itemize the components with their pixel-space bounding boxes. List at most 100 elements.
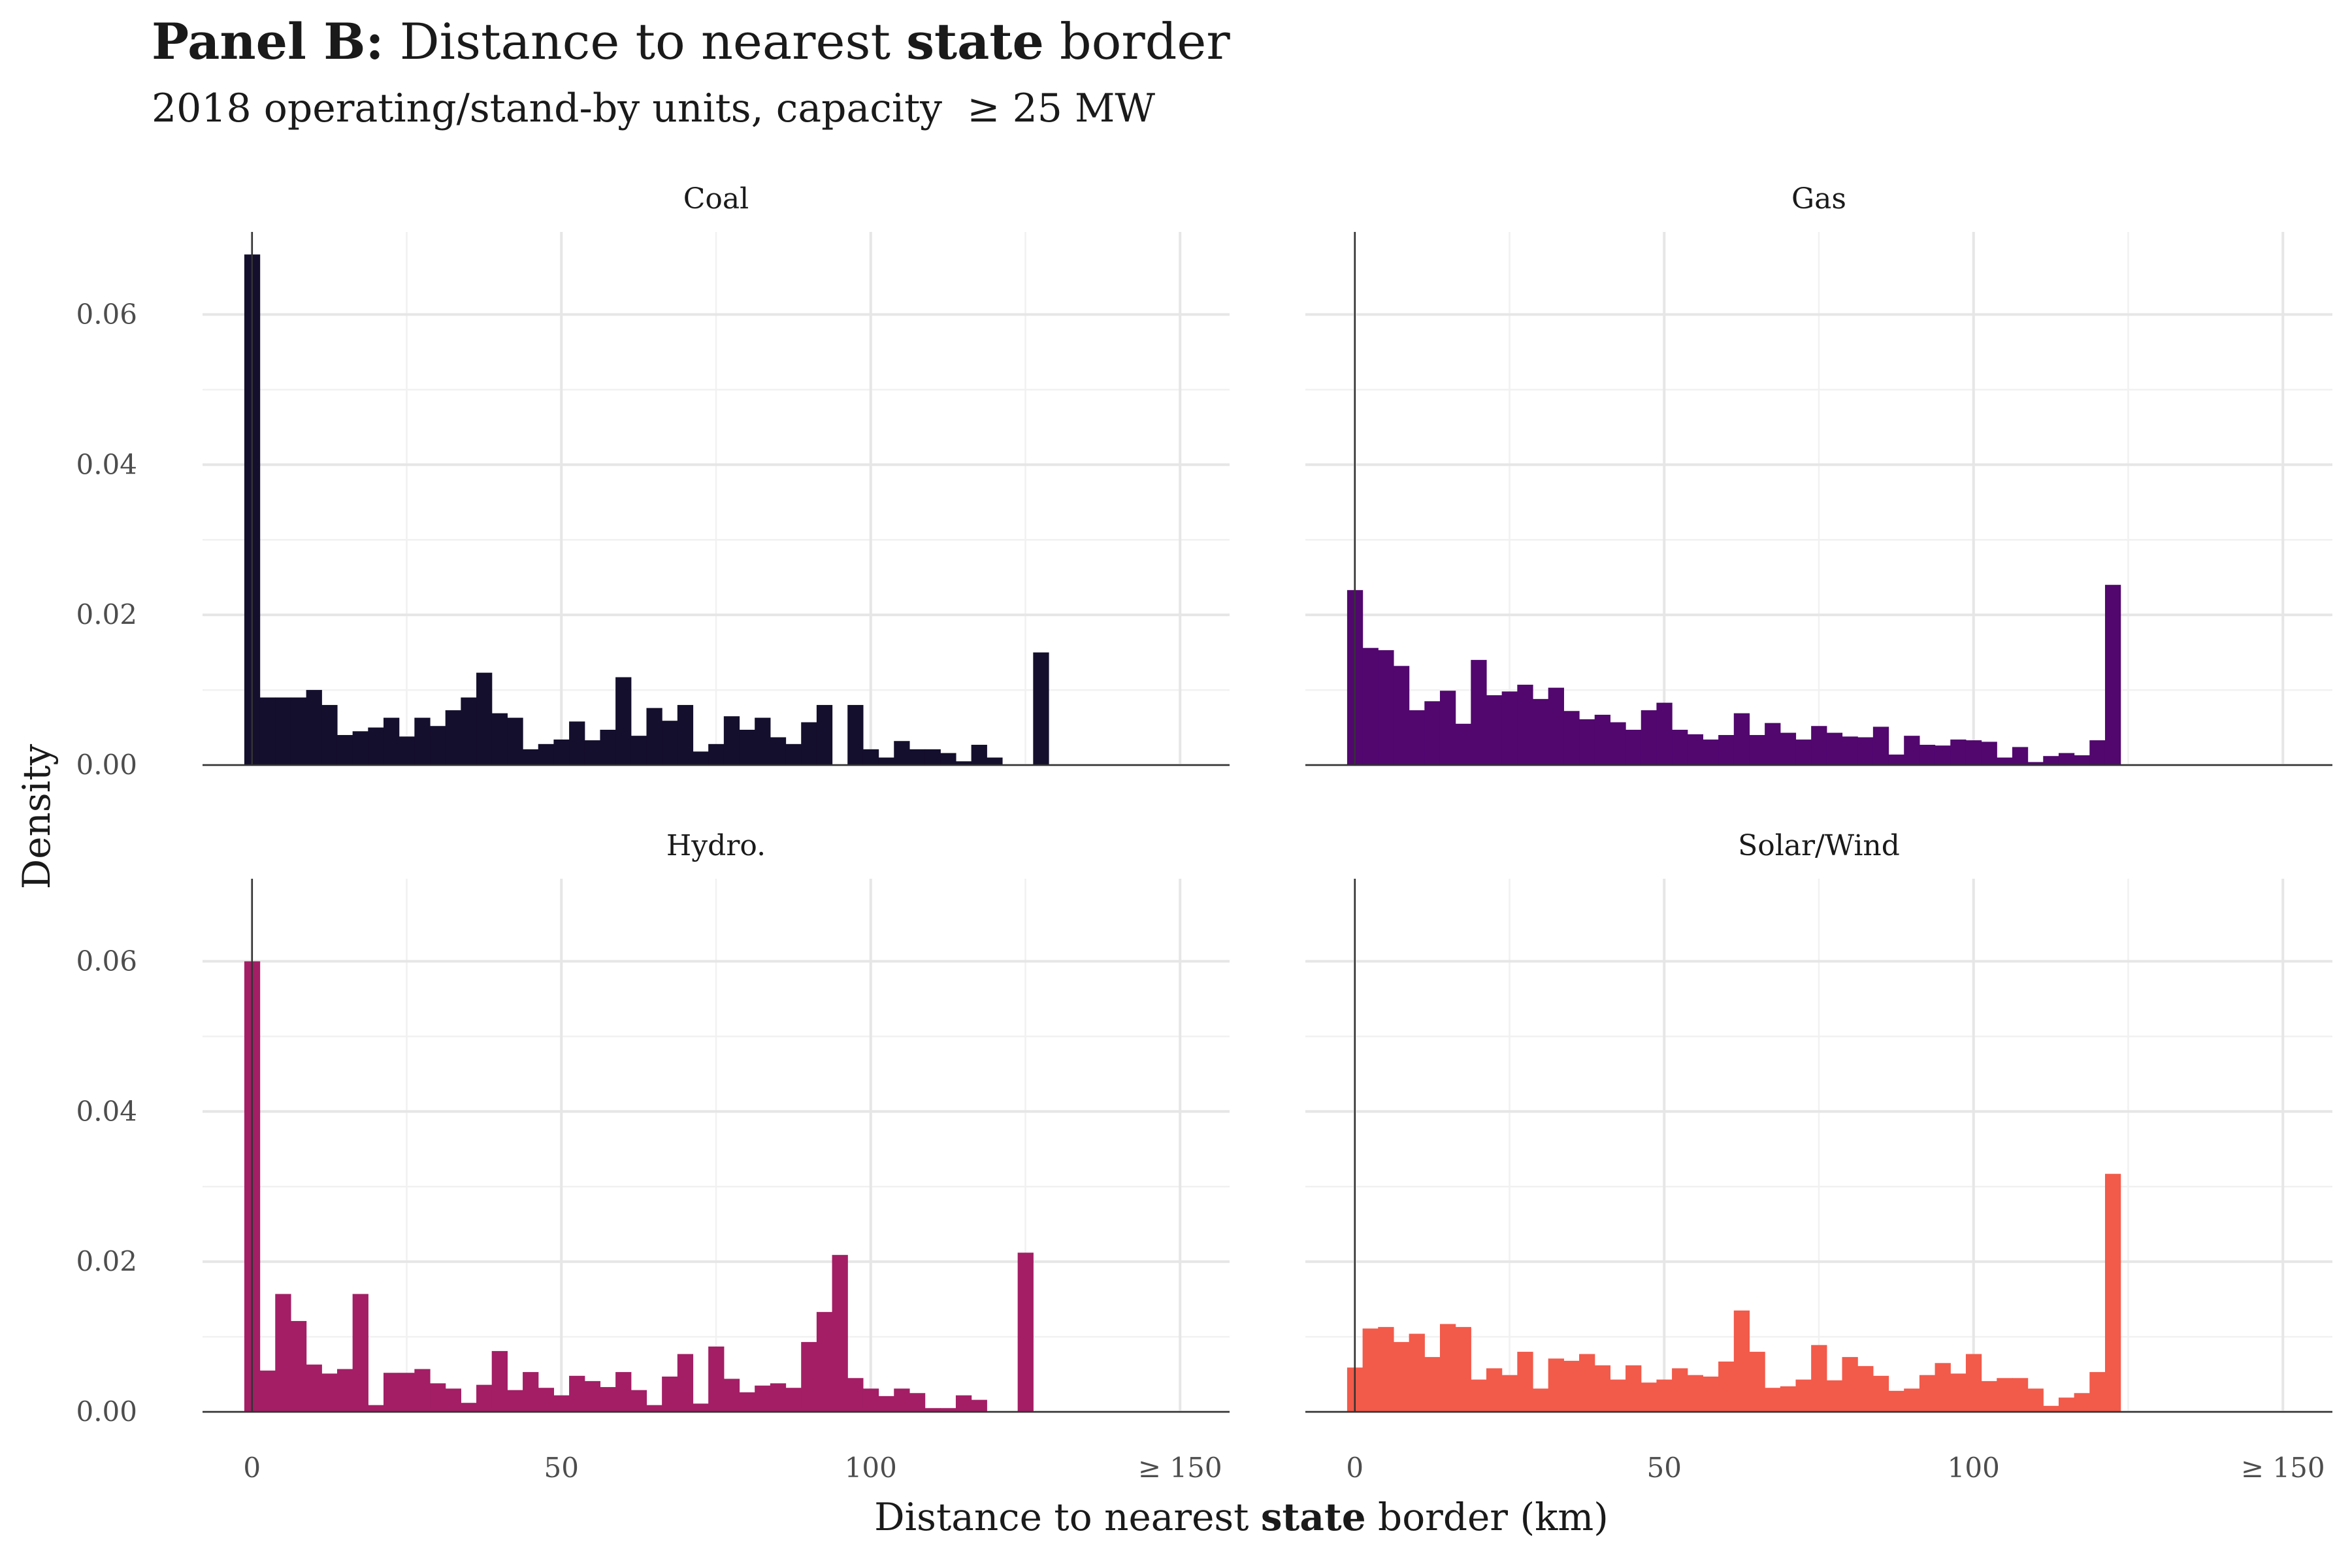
bar-solar-wind <box>1533 1388 1549 1412</box>
bar-solar-wind <box>1672 1368 1688 1412</box>
y-tick-label: 0.02 <box>76 1245 137 1277</box>
bar-hydro <box>445 1388 461 1412</box>
bar-solar-wind <box>1455 1327 1471 1412</box>
bar-gas <box>2089 740 2106 765</box>
bar-coal <box>461 697 477 765</box>
bar-gas <box>1486 695 1503 765</box>
bar-coal <box>662 721 678 765</box>
bar-hydro <box>739 1392 755 1412</box>
bar-coal <box>615 677 632 765</box>
bar-gas <box>1888 754 1904 765</box>
bar-hydro <box>723 1379 740 1412</box>
bar-gas <box>1378 650 1394 765</box>
bar-solar-wind <box>1471 1379 1487 1412</box>
bar-coal <box>723 716 740 765</box>
bar-solar-wind <box>1733 1310 1750 1412</box>
bar-hydro <box>523 1372 539 1412</box>
bar-coal <box>708 743 725 765</box>
bar-gas <box>1471 660 1487 765</box>
x-tick-label: ≥ 150 <box>1138 1452 1222 1484</box>
bar-coal <box>306 690 322 765</box>
panel-coal: Coal 0.00 0.02 0.04 0.06 <box>76 182 1230 781</box>
bar-solar-wind <box>1826 1380 1843 1412</box>
bar-hydro <box>336 1369 353 1412</box>
y-tick-label: 0.06 <box>76 298 137 330</box>
bar-coal <box>878 757 894 765</box>
bar-hydro <box>755 1385 771 1412</box>
bar-coal <box>523 749 539 765</box>
bar-gas <box>1919 744 1936 765</box>
y-axis-title: Density <box>14 743 59 889</box>
bar-solar-wind <box>2058 1397 2075 1412</box>
bar-hydro <box>693 1403 709 1412</box>
y-tick-label: 0.04 <box>76 1095 137 1127</box>
bar-gas <box>1703 739 1719 765</box>
bar-hydro <box>491 1350 508 1412</box>
bar-coal <box>275 697 291 765</box>
bar-hydro <box>569 1375 585 1412</box>
bar-gas <box>1409 710 1425 765</box>
bar-coal <box>584 740 601 765</box>
chart-subtitle: 2018 operating/stand-by units, capacity … <box>152 86 1156 131</box>
facet-label-hydro: Hydro. <box>666 829 766 862</box>
x-tick-label: 0 <box>1346 1452 1364 1484</box>
bar-hydro <box>878 1396 894 1412</box>
bar-solar-wind <box>2012 1378 2029 1412</box>
bar-solar-wind <box>1517 1352 1533 1412</box>
bar-solar-wind <box>1780 1386 1797 1412</box>
bar-solar-wind <box>1765 1388 1781 1412</box>
bar-coal <box>924 749 941 765</box>
bar-solar-wind <box>1842 1357 1858 1412</box>
bar-hydro <box>924 1408 941 1412</box>
bar-hydro <box>662 1376 678 1412</box>
bar-hydro <box>785 1388 802 1412</box>
bar-coal <box>259 697 276 765</box>
bar-gas <box>1672 729 1688 765</box>
bar-solar-wind <box>1393 1342 1410 1412</box>
facet-label-gas: Gas <box>1791 182 1846 216</box>
bar-solar-wind <box>1625 1365 1642 1412</box>
bar-gas <box>1424 701 1441 765</box>
bar-coal <box>368 727 384 765</box>
bar-hydro <box>321 1373 338 1412</box>
bar-gas <box>2012 747 2029 765</box>
bar-gas <box>1533 698 1549 765</box>
bar-gas <box>1795 739 1812 765</box>
bar-solar-wind <box>1409 1333 1425 1412</box>
bar-hydro <box>290 1320 307 1412</box>
bar-solar-wind <box>1594 1365 1610 1412</box>
bar-coal <box>383 717 400 765</box>
bar-gas <box>2104 585 2121 765</box>
bar-solar-wind <box>1919 1375 1936 1412</box>
x-axis-title: Distance to nearest state border (km) <box>874 1495 1609 1539</box>
x-tick-label: ≥ 150 <box>2241 1452 2325 1484</box>
bar-coal <box>785 743 802 765</box>
bar-coal <box>336 735 353 765</box>
bar-coal <box>414 717 431 765</box>
bar-gas <box>1872 727 1889 765</box>
bar-coal <box>321 705 338 765</box>
bar-solar-wind <box>2074 1393 2090 1412</box>
bar-solar-wind <box>1687 1375 1704 1412</box>
bar-solar-wind <box>1703 1376 1719 1412</box>
bar-coal <box>755 717 771 765</box>
x-tick-label: 50 <box>544 1452 579 1484</box>
bar-solar-wind <box>1904 1388 1920 1412</box>
facet-label-solar-wind: Solar/Wind <box>1738 829 1900 862</box>
bar-gas <box>1733 713 1750 765</box>
bar-gas <box>1687 734 1704 765</box>
bar-hydro <box>630 1390 647 1412</box>
bar-solar-wind <box>1935 1363 1951 1412</box>
bar-hydro <box>615 1372 632 1412</box>
bar-solar-wind <box>1439 1324 1456 1412</box>
bar-solar-wind <box>1501 1375 1518 1412</box>
bar-coal <box>445 710 461 765</box>
bar-coal <box>770 737 787 765</box>
title-bold-prefix: Panel B: <box>152 12 384 71</box>
bar-coal <box>677 705 694 765</box>
panel-solar-wind: Solar/Wind 0 50 100 ≥ 150 <box>1305 829 2332 1484</box>
bar-coal <box>847 705 864 765</box>
bar-solar-wind <box>2043 1405 2059 1412</box>
bar-hydro <box>430 1383 446 1412</box>
title-text-2: border <box>1043 12 1230 71</box>
